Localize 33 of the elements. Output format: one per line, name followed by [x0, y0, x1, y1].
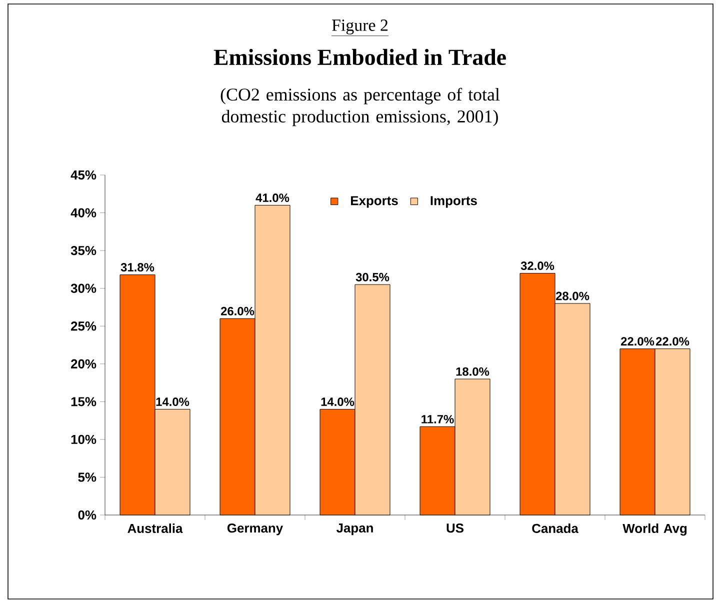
data-label: 14.0% — [156, 398, 190, 406]
x-tick-label: Australia — [128, 524, 183, 534]
y-tick-label: 15% — [71, 397, 96, 406]
x-tick-label: Japan — [336, 524, 373, 536]
x-tick-label: World Avg — [622, 524, 687, 536]
legend-label: Imports — [430, 196, 477, 208]
data-label: 32.0% — [520, 262, 554, 270]
data-label: 11.7% — [422, 414, 454, 424]
y-tick-label: 40% — [70, 208, 96, 218]
chart-title: Emissions Embodied in Trade — [214, 48, 506, 66]
y-tick-label: 10% — [71, 434, 96, 444]
x-tick-label: Canada — [532, 524, 578, 534]
data-label: 22.0% — [620, 337, 654, 346]
caption: Figure 2 — [332, 20, 388, 34]
x-tick-label: US — [446, 524, 464, 533]
y-tick-label: 0% — [78, 510, 96, 520]
chart-subtitle: (CO2 emissions as percentage of total domestic production emissions, 2001) — [220, 88, 500, 126]
data-label: 31.8% — [120, 263, 154, 272]
legend-label: Exports — [351, 196, 398, 208]
data-label: 26.0% — [220, 306, 254, 316]
y-tick-label: 45% — [70, 170, 96, 180]
y-tick-label: 25% — [71, 322, 96, 331]
data-label: 18.0% — [456, 367, 490, 376]
y-tick-label: 20% — [71, 359, 96, 368]
y-tick-label: 35% — [70, 246, 96, 256]
data-label: 41.0% — [256, 194, 290, 202]
y-tick-label: 30% — [70, 284, 96, 293]
data-label: 28.0% — [556, 292, 590, 300]
data-label: 14.0% — [321, 398, 354, 406]
data-label: 22.0% — [656, 337, 690, 346]
data-label: 30.5% — [356, 272, 390, 282]
y-tick-label: 5% — [78, 472, 96, 482]
x-tick-label: Germany — [227, 524, 284, 536]
